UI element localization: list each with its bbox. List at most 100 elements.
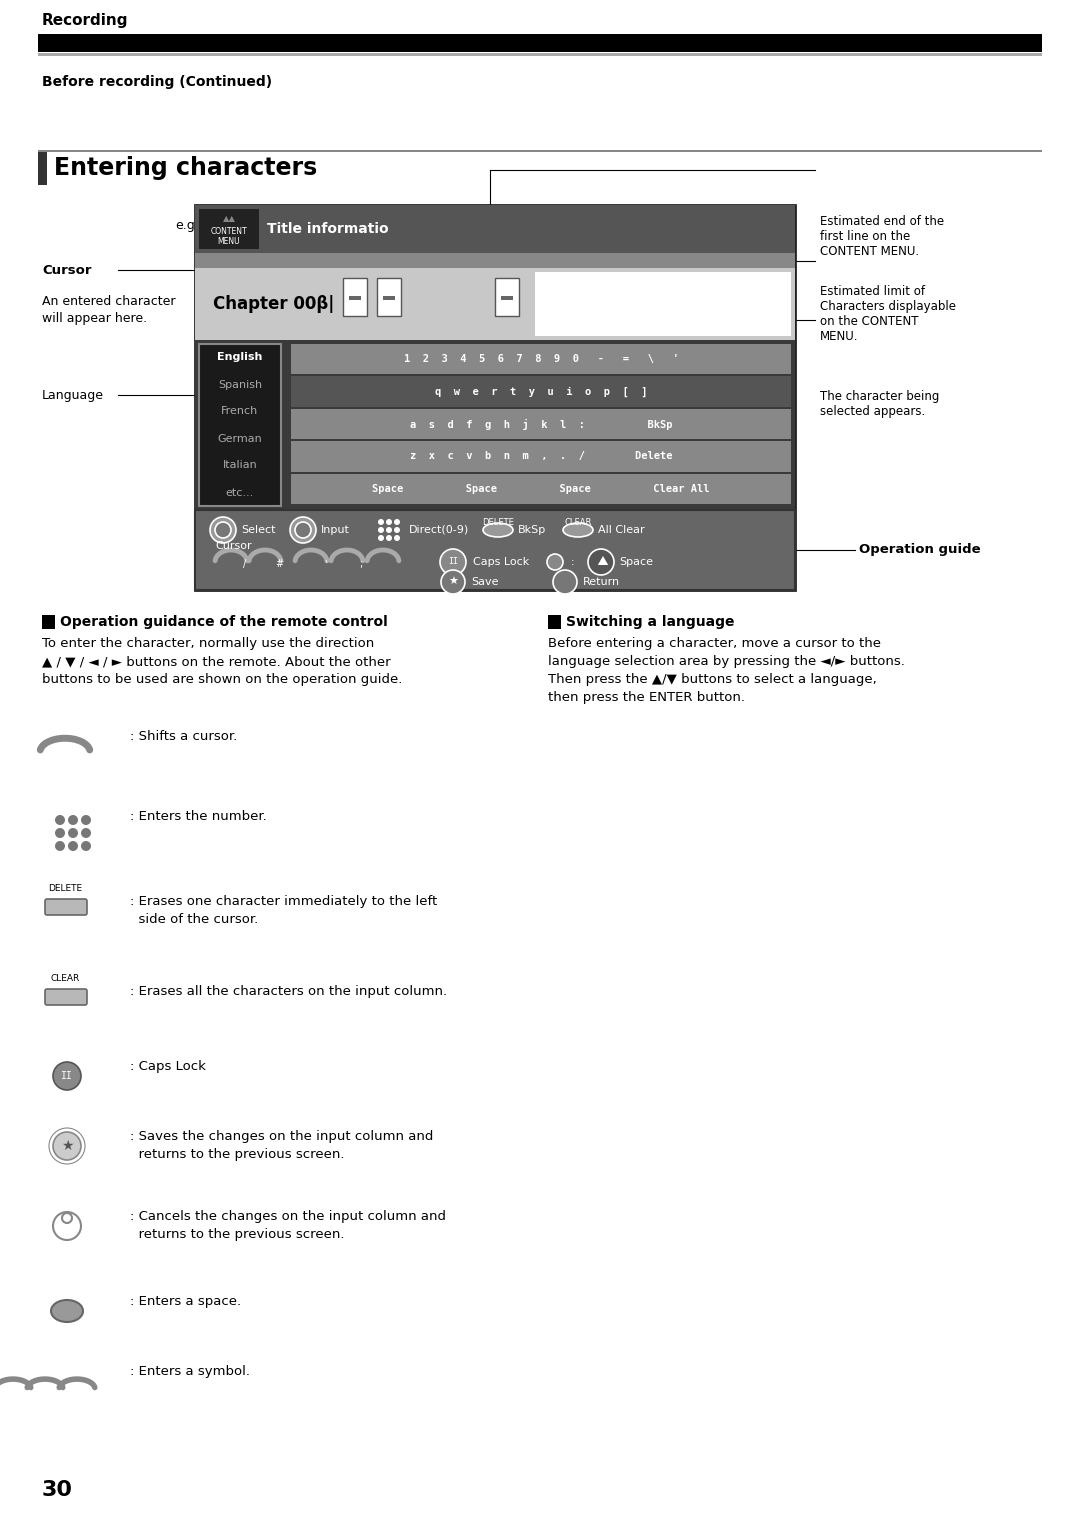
Text: #: # [275, 559, 283, 569]
Text: To enter the character, normally use the direction
▲ / ▼ / ◄ / ► buttons on the : To enter the character, normally use the… [42, 636, 403, 687]
FancyBboxPatch shape [45, 989, 87, 1006]
Ellipse shape [563, 523, 593, 537]
Text: CLEAR: CLEAR [565, 517, 592, 526]
Circle shape [215, 522, 231, 539]
Bar [535, 272, 791, 336]
Circle shape [53, 1062, 81, 1090]
Text: The character being
selected appears.: The character being selected appears. [820, 391, 940, 418]
Bar [377, 278, 401, 316]
Text: English: English [217, 353, 262, 363]
Text: : Enters a symbol.: : Enters a symbol. [130, 1364, 249, 1378]
Text: :: : [571, 557, 575, 568]
Circle shape [378, 526, 384, 533]
Text: Estimated limit of
Characters displayable
on the CONTENT
MENU.: Estimated limit of Characters displayabl… [820, 285, 956, 343]
Circle shape [394, 526, 400, 533]
Text: Select: Select [241, 525, 275, 536]
Text: Operation guidance of the remote control: Operation guidance of the remote control [60, 615, 388, 629]
Bar [195, 510, 795, 591]
Text: : Enters the number.: : Enters the number. [130, 810, 267, 823]
Text: 1  2  3  4  5  6  7  8  9  0   -   =   \   ': 1 2 3 4 5 6 7 8 9 0 - = \ ' [404, 354, 678, 365]
Text: Estimated end of the
first line on the
CONTENT MENU.: Estimated end of the first line on the C… [820, 215, 944, 258]
Bar [199, 209, 259, 249]
Text: Input: Input [321, 525, 350, 536]
Circle shape [553, 571, 577, 594]
Text: Before entering a character, move a cursor to the
language selection area by pre: Before entering a character, move a curs… [548, 636, 905, 703]
Text: Before recording (Continued): Before recording (Continued) [42, 75, 272, 89]
Bar [195, 204, 795, 253]
Bar [343, 278, 367, 316]
Bar [42, 615, 55, 629]
Circle shape [81, 829, 91, 838]
Bar [38, 150, 1042, 153]
Circle shape [378, 536, 384, 542]
Text: : Saves the changes on the input column and
  returns to the previous screen.: : Saves the changes on the input column … [130, 1129, 433, 1161]
Bar [38, 53, 1042, 56]
Text: Language: Language [42, 389, 104, 401]
Text: q  w  e  r  t  y  u  i  o  p  [  ]: q w e r t y u i o p [ ] [435, 386, 647, 397]
Text: ★: ★ [448, 577, 458, 588]
Text: Space          Space          Space          Clear All: Space Space Space Clear All [373, 484, 710, 494]
Bar [291, 343, 791, 374]
Bar [349, 296, 361, 301]
Text: Save: Save [471, 577, 499, 588]
Bar [199, 343, 281, 507]
Text: Direct(0-9): Direct(0-9) [409, 525, 469, 536]
Circle shape [81, 841, 91, 852]
Circle shape [440, 549, 465, 575]
Text: ▲▲: ▲▲ [222, 215, 235, 223]
Text: e.g.: e.g. [175, 218, 199, 232]
Bar [495, 278, 519, 316]
Text: Cursor: Cursor [42, 264, 92, 276]
Text: ;: ; [360, 559, 363, 569]
Text: Title informatio: Title informatio [267, 221, 389, 237]
Circle shape [55, 841, 65, 852]
Text: Chapter 00β|: Chapter 00β| [213, 295, 335, 313]
Ellipse shape [483, 523, 513, 537]
Text: French: French [221, 406, 258, 417]
Bar [195, 253, 795, 269]
Circle shape [546, 554, 563, 571]
Circle shape [53, 1132, 81, 1160]
Bar [38, 34, 1042, 52]
Circle shape [291, 517, 316, 543]
Text: Recording: Recording [42, 14, 129, 27]
Bar [38, 153, 48, 185]
Text: II: II [62, 1071, 72, 1080]
Bar [383, 296, 395, 301]
Bar [291, 409, 791, 439]
Text: Spanish: Spanish [218, 380, 262, 389]
Text: Cursor: Cursor [215, 542, 252, 551]
Text: : Caps Lock: : Caps Lock [130, 1061, 206, 1073]
Bar [501, 296, 513, 301]
Bar [195, 340, 795, 510]
Text: etc...: etc... [226, 487, 254, 497]
Bar [291, 377, 791, 407]
Text: ': ' [324, 559, 326, 569]
FancyBboxPatch shape [45, 899, 87, 916]
Text: BkSp: BkSp [518, 525, 546, 536]
Text: II: II [448, 557, 458, 566]
Circle shape [81, 815, 91, 826]
Text: Switching a language: Switching a language [566, 615, 734, 629]
Text: DELETE: DELETE [48, 884, 82, 893]
Circle shape [378, 519, 384, 525]
Circle shape [55, 829, 65, 838]
Text: /: / [243, 559, 246, 569]
Text: : Enters a space.: : Enters a space. [130, 1296, 241, 1308]
Bar [291, 473, 791, 504]
Circle shape [588, 549, 615, 575]
Text: z  x  c  v  b  n  m  ,  .  /        Delete: z x c v b n m , . / Delete [409, 452, 672, 461]
Text: Entering characters: Entering characters [54, 156, 318, 180]
Text: MENU: MENU [218, 238, 241, 247]
Bar [195, 204, 795, 591]
Text: : Cancels the changes on the input column and
  returns to the previous screen.: : Cancels the changes on the input colum… [130, 1210, 446, 1241]
Text: : Erases all the characters on the input column.: : Erases all the characters on the input… [130, 984, 447, 998]
Text: An entered character
will appear here.: An entered character will appear here. [42, 295, 175, 325]
Ellipse shape [51, 1300, 83, 1322]
Circle shape [68, 841, 78, 852]
Circle shape [386, 526, 392, 533]
Text: Return: Return [583, 577, 620, 588]
Text: 30: 30 [42, 1480, 73, 1500]
Bar [548, 615, 561, 629]
Text: All Clear: All Clear [598, 525, 645, 536]
